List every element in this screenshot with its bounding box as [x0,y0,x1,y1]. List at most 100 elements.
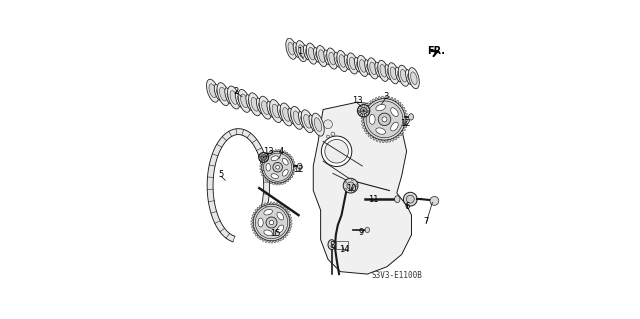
Text: 2: 2 [233,86,239,96]
Polygon shape [267,152,269,155]
Ellipse shape [264,209,273,215]
Ellipse shape [271,156,278,161]
Polygon shape [405,116,408,119]
Polygon shape [287,211,289,214]
Ellipse shape [238,89,250,112]
Polygon shape [361,116,364,119]
Circle shape [255,206,288,239]
Text: 7: 7 [424,217,429,226]
Text: 5: 5 [218,170,224,179]
Circle shape [360,108,367,114]
Polygon shape [287,231,290,233]
Ellipse shape [307,43,317,64]
Text: 4: 4 [278,147,284,156]
Ellipse shape [324,50,330,65]
Polygon shape [390,138,394,141]
Text: 9: 9 [358,228,364,237]
Circle shape [324,120,332,129]
Polygon shape [403,125,407,128]
Polygon shape [290,223,292,225]
Polygon shape [367,103,371,106]
Text: 15: 15 [270,229,280,238]
Polygon shape [276,203,278,205]
Polygon shape [207,129,269,242]
Polygon shape [283,235,286,238]
Polygon shape [272,182,275,185]
Ellipse shape [401,70,407,82]
Circle shape [351,179,353,181]
Polygon shape [269,181,272,184]
Polygon shape [268,202,270,204]
Ellipse shape [337,50,348,71]
Polygon shape [261,173,264,176]
Polygon shape [268,180,269,182]
Text: FR.: FR. [427,46,445,56]
Ellipse shape [248,100,251,106]
Ellipse shape [290,113,293,119]
Polygon shape [262,239,265,241]
Circle shape [262,151,294,183]
Polygon shape [387,139,390,142]
Polygon shape [278,204,281,206]
Polygon shape [280,150,283,152]
Ellipse shape [296,41,307,62]
Polygon shape [385,140,387,143]
Text: 3: 3 [383,92,388,100]
Ellipse shape [277,212,284,220]
Ellipse shape [397,71,400,78]
Ellipse shape [225,88,232,104]
Polygon shape [262,157,266,159]
Circle shape [378,113,391,126]
Polygon shape [265,240,268,242]
Ellipse shape [301,116,304,123]
Polygon shape [400,105,403,108]
Polygon shape [285,209,287,212]
Ellipse shape [298,112,306,128]
Ellipse shape [329,52,335,65]
Circle shape [264,153,292,181]
Polygon shape [404,113,407,116]
Polygon shape [361,119,364,122]
Ellipse shape [303,45,310,60]
Polygon shape [257,235,260,238]
Polygon shape [381,140,385,143]
Ellipse shape [277,225,284,233]
Polygon shape [283,207,285,210]
Polygon shape [268,241,270,243]
Circle shape [364,99,405,140]
Ellipse shape [305,49,308,56]
Ellipse shape [266,163,271,171]
Polygon shape [280,182,283,184]
Ellipse shape [408,74,410,80]
Circle shape [331,132,335,136]
Polygon shape [260,165,262,167]
Circle shape [269,220,274,225]
Polygon shape [313,102,412,274]
Polygon shape [402,128,406,130]
Polygon shape [362,111,365,114]
Ellipse shape [207,79,219,102]
Polygon shape [393,137,397,140]
Ellipse shape [259,96,271,119]
Ellipse shape [387,69,390,75]
Polygon shape [288,154,291,157]
Ellipse shape [369,114,375,124]
Polygon shape [276,240,278,242]
Polygon shape [255,210,258,212]
Ellipse shape [295,47,298,53]
Bar [337,241,348,249]
Circle shape [356,185,358,187]
Polygon shape [364,108,367,111]
Text: 12: 12 [400,119,411,128]
Polygon shape [260,162,262,165]
Ellipse shape [298,163,302,169]
Ellipse shape [314,48,320,62]
Polygon shape [293,167,296,170]
Ellipse shape [251,97,259,111]
Ellipse shape [326,48,337,69]
Ellipse shape [326,54,328,60]
Ellipse shape [262,101,269,115]
Polygon shape [281,205,283,208]
Ellipse shape [334,52,340,67]
Polygon shape [365,105,369,108]
